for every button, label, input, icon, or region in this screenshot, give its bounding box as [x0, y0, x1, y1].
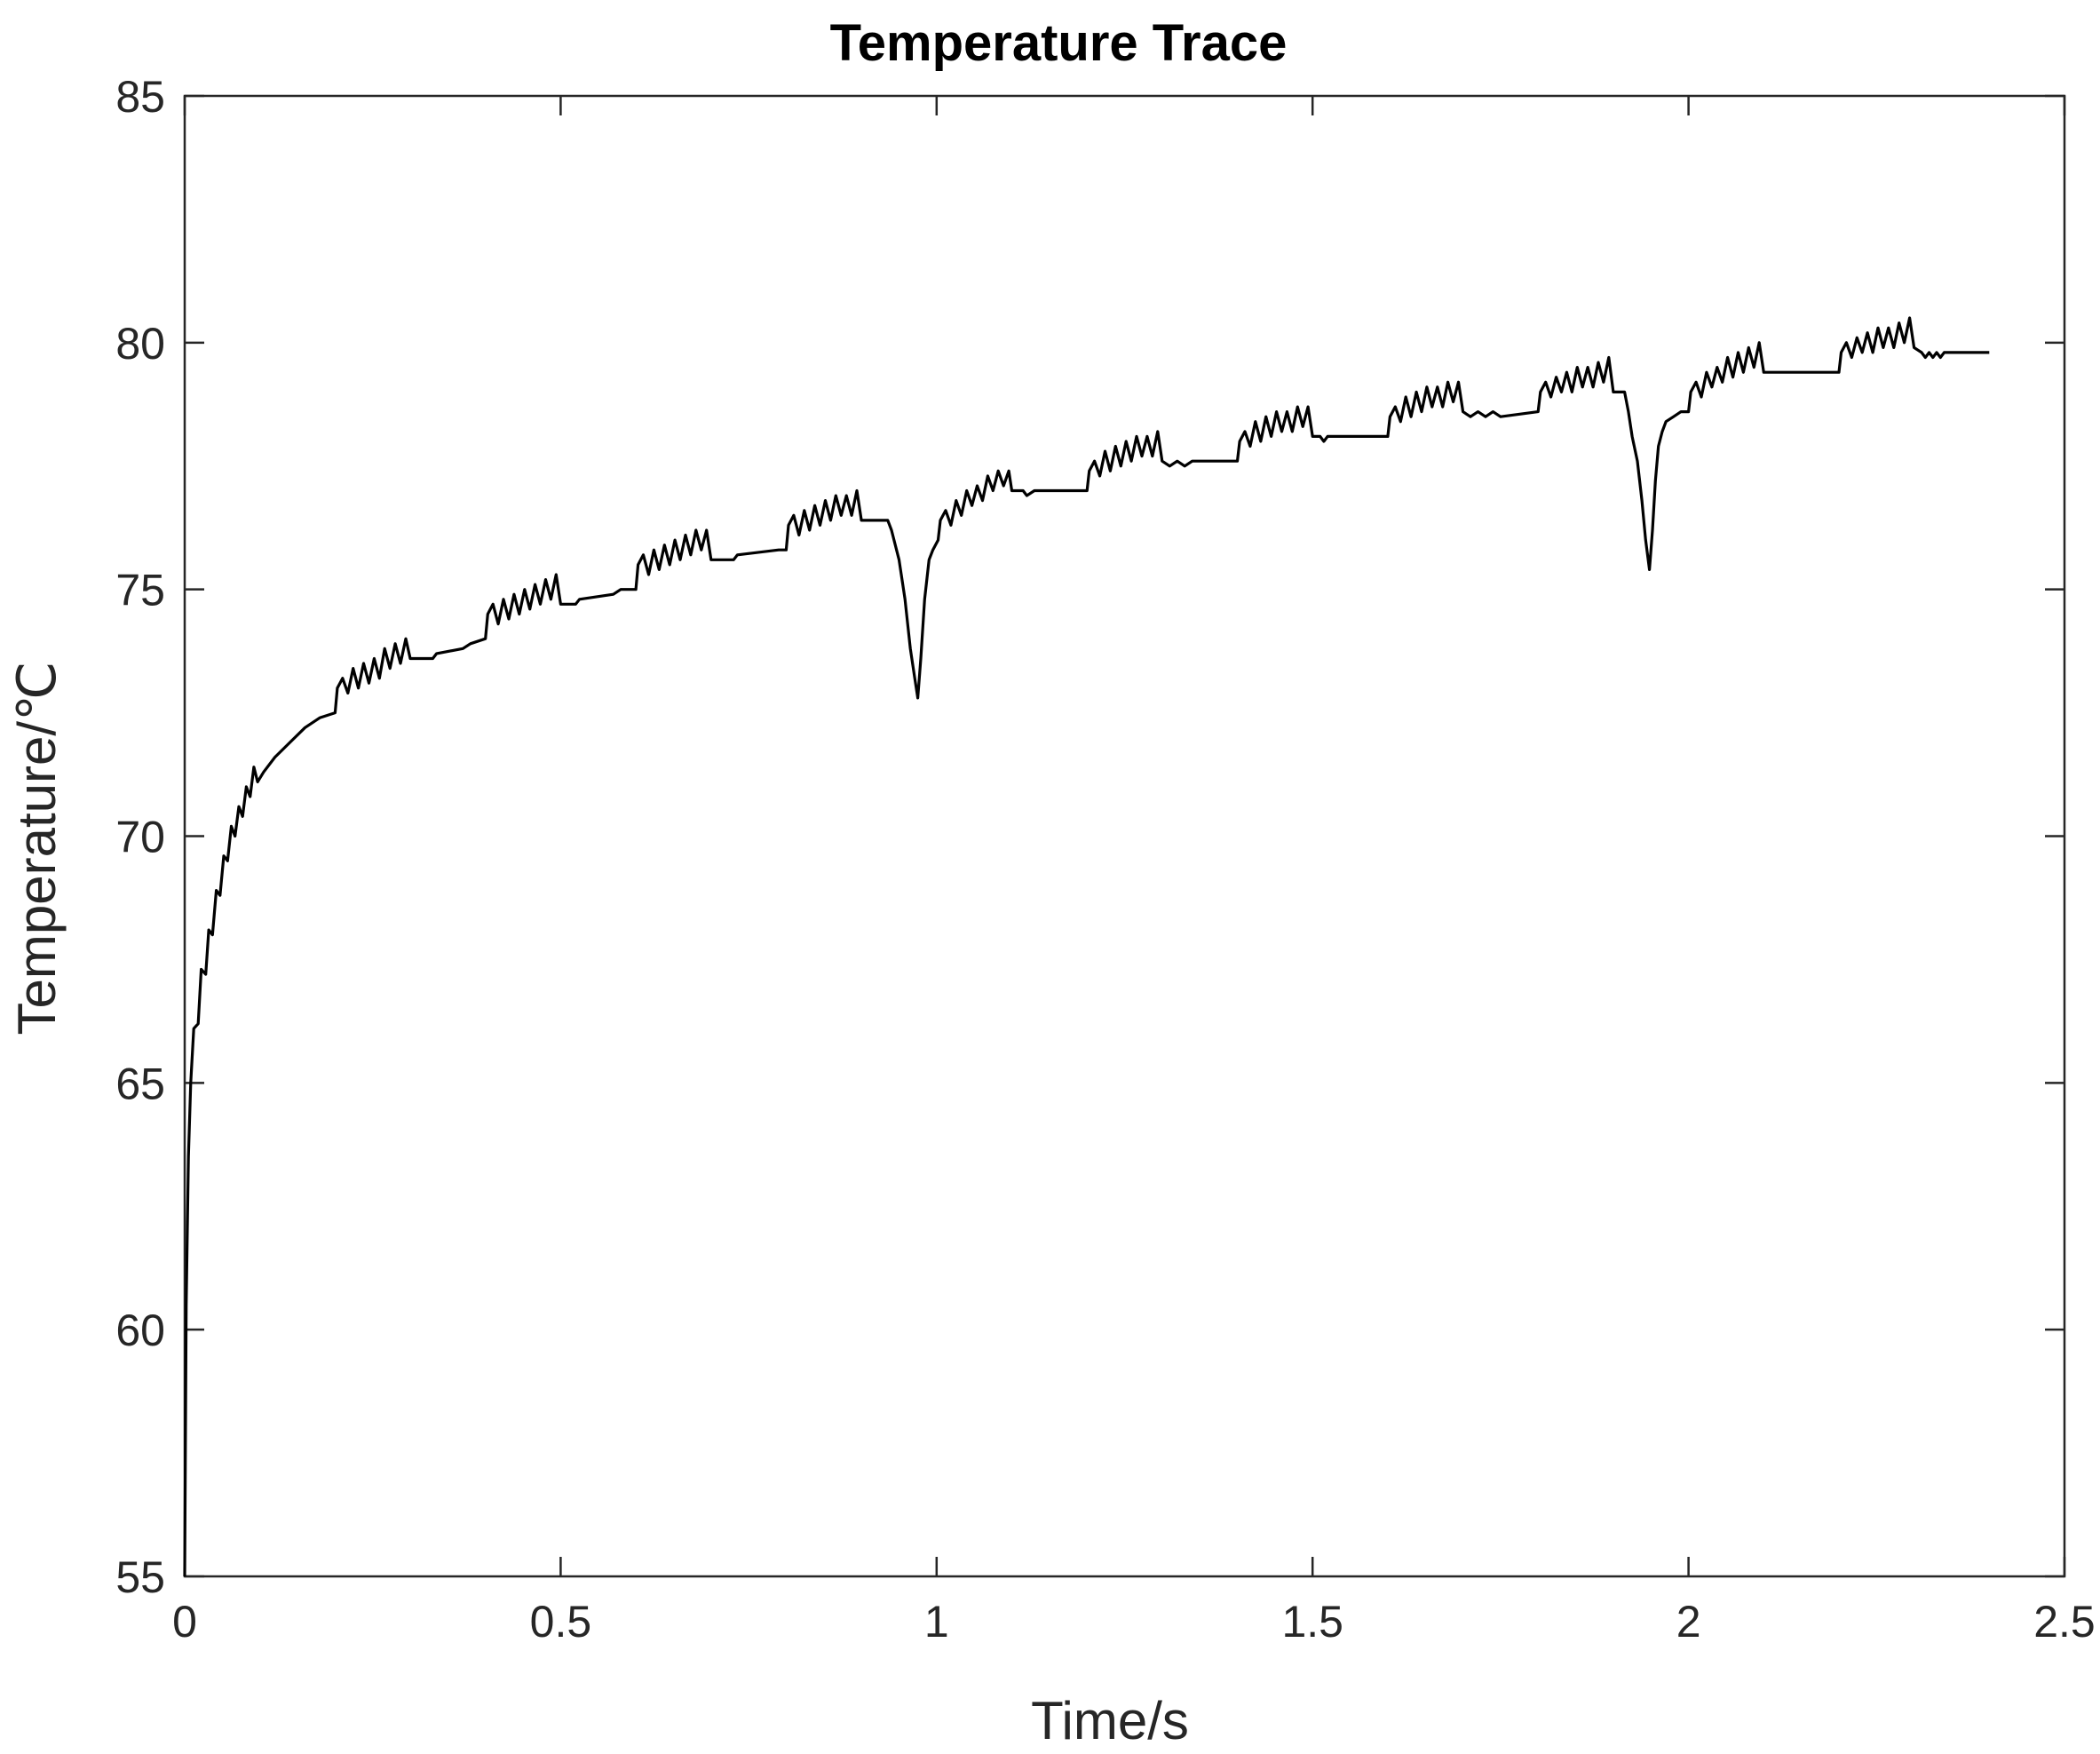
temperature-trace-line [183, 316, 1990, 1577]
plot-frame [183, 94, 2066, 1578]
chart-title: Temperature Trace [830, 14, 1288, 72]
y-tick-label: 75 [115, 566, 165, 615]
y-tick-label: 80 [115, 319, 165, 369]
y-tick-label: 60 [115, 1306, 165, 1355]
x-tick-label: 1 [924, 1597, 949, 1647]
x-tick-label: 1.5 [1281, 1597, 1343, 1647]
y-tick-label: 65 [115, 1059, 165, 1108]
y-tick-label: 55 [115, 1552, 165, 1602]
x-tick-label: 0 [172, 1597, 197, 1647]
y-tick-label: 70 [115, 813, 165, 862]
y-axis: 55 60 65 70 75 80 85 [115, 72, 2064, 1602]
x-axis-label: Time/s [1031, 1691, 1189, 1750]
x-tick-label: 2 [1676, 1597, 1701, 1647]
x-tick-label: 2.5 [2033, 1597, 2096, 1647]
y-axis-label: Temperature/℃ [7, 662, 67, 1036]
x-axis: 0 0.5 1 1.5 2 2.5 [172, 96, 2096, 1647]
x-tick-label: 0.5 [530, 1597, 592, 1647]
y-tick-label: 85 [115, 72, 165, 122]
